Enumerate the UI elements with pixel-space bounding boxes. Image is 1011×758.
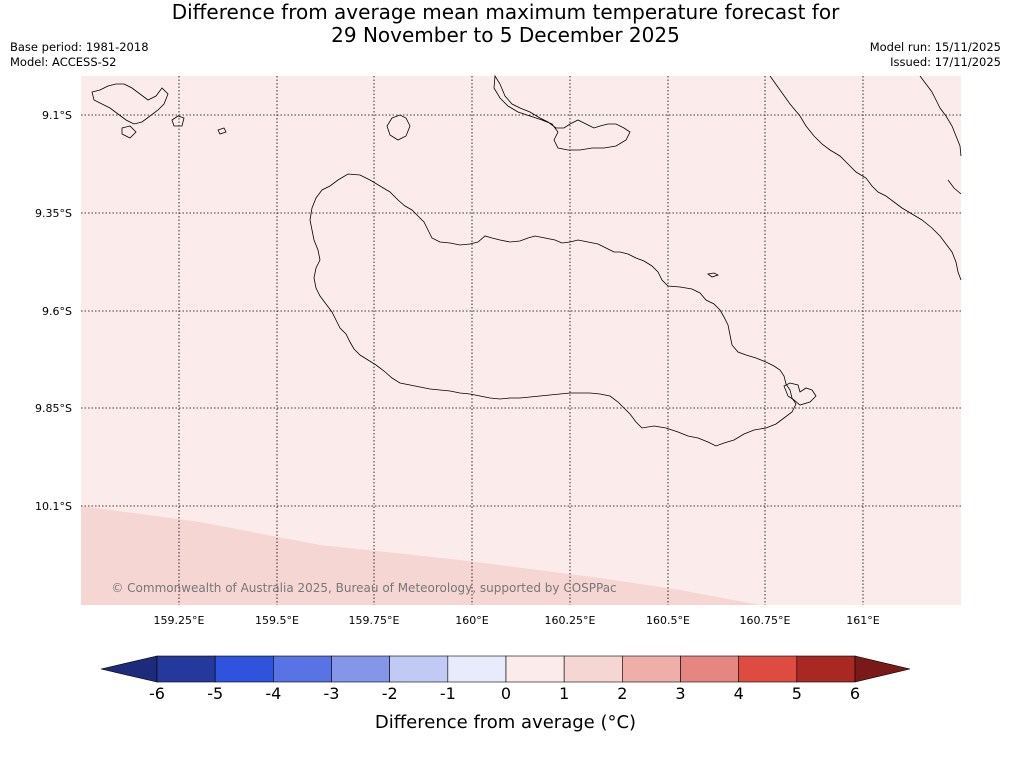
- lon-label: 159.75°E: [349, 614, 400, 627]
- colorbar-tick-label: -4: [265, 684, 281, 700]
- lon-label: 159.5°E: [255, 614, 299, 627]
- malaita-northeast-coast: [919, 75, 962, 195]
- colorbar-tick-label: 1: [559, 684, 569, 700]
- colorbar-segment: [389, 655, 449, 683]
- lon-label: 159.25°E: [154, 614, 205, 627]
- colorbar-segment: [563, 655, 623, 683]
- lon-label: 160°E: [455, 614, 488, 627]
- colorbar-over-triangle: [854, 655, 911, 683]
- coastlines: [91, 74, 962, 447]
- colorbar-tick-label: -3: [324, 684, 340, 700]
- colorbar-tick-label: 6: [850, 684, 860, 700]
- graticule: [81, 76, 961, 605]
- savo-island: [386, 114, 411, 141]
- meta-right: Model run: 15/11/2025 Issued: 17/11/2025: [870, 40, 1001, 70]
- lat-label: 9.85°S: [35, 402, 72, 415]
- colorbar-segment: [447, 655, 507, 683]
- colorbar-segment: [273, 655, 332, 683]
- lat-label: 9.6°S: [42, 305, 72, 318]
- title-line-1: Difference from average mean maximum tem…: [171, 0, 840, 24]
- latitude-labels: 9.1°S 9.35°S 9.6°S 9.85°S 10.1°S: [35, 109, 72, 513]
- colorbar-segment: [505, 655, 565, 683]
- colorbar-tick-label: -6: [149, 684, 165, 700]
- colorbar-segment: [622, 655, 681, 683]
- map-zone-1-2: [81, 506, 760, 605]
- colorbar-under-triangle: [100, 655, 158, 683]
- colorbar-segment: [331, 655, 390, 683]
- colorbar-segment: [796, 655, 856, 683]
- lat-label: 10.1°S: [35, 500, 72, 513]
- lon-label: 160.75°E: [740, 614, 791, 627]
- map-zone-0-1: [81, 76, 961, 605]
- lon-label: 160.5°E: [646, 614, 690, 627]
- lat-label: 9.1°S: [42, 109, 72, 122]
- malaita-coastline: [769, 75, 962, 281]
- colorbar-tick-label: 3: [675, 684, 685, 700]
- base-period-text: Base period: 1981-2018: [10, 40, 149, 54]
- copyright-notice: © Commonwealth of Australia 2025, Bureau…: [111, 581, 616, 595]
- issued-text: Issued: 17/11/2025: [890, 55, 1001, 69]
- colorbar-tick-label: -2: [382, 684, 398, 700]
- colorbar-segment: [738, 655, 798, 683]
- colorbar-tick-label: 4: [734, 684, 744, 700]
- nggela-islands: [493, 74, 631, 151]
- model-text: Model: ACCESS-S2: [10, 55, 117, 69]
- russell-islet-a: [121, 125, 137, 139]
- lon-label: 161°E: [846, 614, 879, 627]
- colorbar-segment: [156, 655, 216, 683]
- longitude-labels: 159.25°E 159.5°E 159.75°E 160°E 160.25°E…: [154, 614, 880, 627]
- small-islet-east: [707, 272, 720, 278]
- colorbar-segment: [214, 655, 274, 683]
- lon-label: 160.25°E: [545, 614, 596, 627]
- map-panel: 9.1°S 9.35°S 9.6°S 9.85°S 10.1°S 159.25°…: [35, 74, 962, 627]
- lat-label: 9.35°S: [35, 207, 72, 220]
- title-line-2: 29 November to 5 December 2025: [331, 23, 680, 47]
- colorbar-tick-label: 0: [501, 684, 511, 700]
- meta-left: Base period: 1981-2018 Model: ACCESS-S2: [10, 40, 149, 70]
- russell-islands: [91, 83, 169, 125]
- colorbar: -6 -5 -4 -3 -2 -1 0 1 2 3 4 5 6: [100, 655, 911, 700]
- colorbar-tick-label: -5: [207, 684, 223, 700]
- colorbar-segment: [680, 655, 739, 683]
- russell-islet-c: [217, 127, 227, 135]
- russell-islet-b: [171, 115, 185, 127]
- model-run-text: Model run: 15/11/2025: [869, 40, 1001, 54]
- eastern-islets: [783, 382, 817, 406]
- colorbar-tick-label: 5: [792, 684, 802, 700]
- guadalcanal-coastline: [309, 173, 797, 447]
- colorbar-label: Difference from average (°C): [374, 712, 637, 733]
- colorbar-tick-label: -1: [440, 684, 456, 700]
- colorbar-tick-label: 2: [617, 684, 627, 700]
